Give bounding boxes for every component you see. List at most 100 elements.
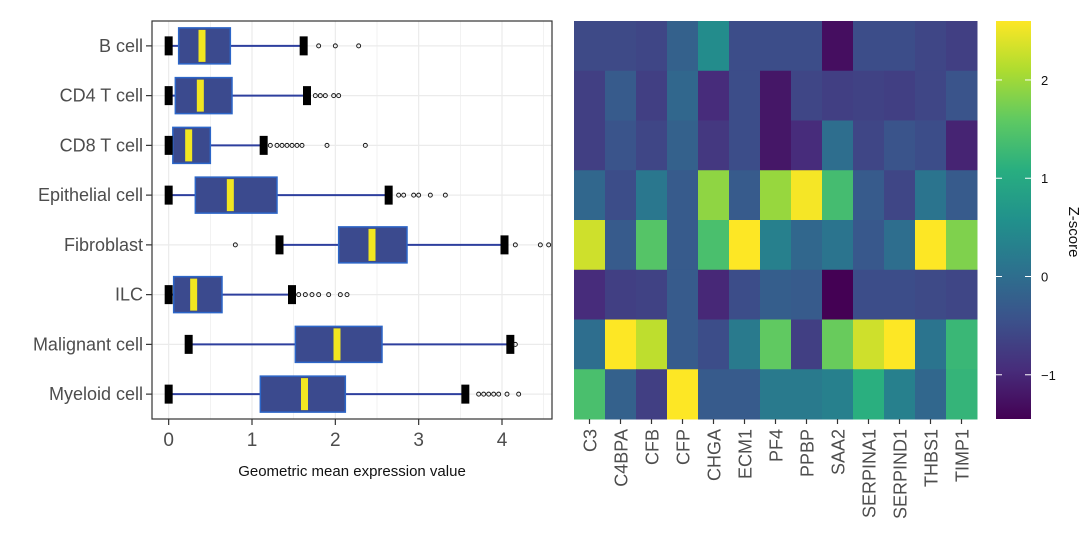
heatmap-cell-ilc-ecm1	[729, 269, 761, 320]
heatmap-cell-b-cell-timp1	[946, 21, 978, 72]
heatmap-cell-fibroblast-c3	[574, 220, 606, 271]
heatmap-cell-malignant-cell-timp1	[946, 319, 978, 370]
outlier-point	[289, 142, 295, 148]
whisker-cap-low	[164, 285, 173, 305]
y-tick-label-cd4-t-cell: CD4 T cell	[60, 86, 143, 106]
outlier-point	[344, 292, 350, 298]
heatmap-cell-ilc-chga	[698, 269, 730, 320]
heatmap-column-label-saa2: SAA2	[829, 429, 849, 475]
boxplot-boxes	[164, 27, 552, 413]
heatmap-cell-cd8-t-cell-thbs1	[915, 120, 947, 171]
median-bar	[198, 29, 206, 62]
heatmap-cell-cd4-t-cell-ppbp	[791, 70, 823, 121]
boxplot-x-axis: 0 1 2 3 4	[163, 419, 508, 451]
heatmap-cell-cd8-t-cell-saa2	[822, 120, 854, 171]
heatmap-cell-b-cell-thbs1	[915, 21, 947, 72]
whisker-cap-low	[164, 86, 173, 106]
iqr-box	[194, 176, 278, 214]
heatmap-cell-epithelial-cell-thbs1	[915, 170, 947, 221]
heatmap-cell-epithelial-cell-serpind1	[884, 170, 916, 221]
box-malignant-cell	[184, 325, 518, 364]
median-bar	[301, 378, 308, 411]
whisker-cap-high	[259, 135, 268, 155]
heatmap-cell-malignant-cell-ppbp	[791, 319, 823, 370]
heatmap-cell-epithelial-cell-chga	[698, 170, 730, 221]
heatmap-cell-fibroblast-timp1	[946, 220, 978, 271]
y-tick-label-myeloid-cell: Myeloid cell	[49, 384, 143, 404]
heatmap-cell-ilc-timp1	[946, 269, 978, 320]
outlier-point	[537, 242, 543, 248]
outlier-point	[302, 292, 308, 298]
heatmap-column-label-serpind1: SERPIND1	[891, 429, 911, 519]
heatmap-column-label-cfp: CFP	[674, 429, 694, 465]
x-tick-label: 0	[163, 430, 174, 451]
heatmap-cell-cd8-t-cell-c4bpa	[605, 120, 637, 171]
outlier-point	[331, 93, 337, 99]
outlier-point	[324, 142, 330, 148]
box-ilc	[164, 275, 350, 314]
heatmap-cell-ilc-cfb	[636, 269, 668, 320]
whisker-cap-high	[506, 334, 515, 354]
whisker-cap-low	[164, 36, 173, 56]
colorbar-gradient	[996, 21, 1031, 419]
heatmap-cell-cd8-t-cell-c3	[574, 120, 606, 171]
heatmap-panel: C3 C4BPA CFB CFP CHGA ECM1 PF4 PPBP SAA2 SERPINA1…	[574, 21, 978, 519]
heatmap-cell-malignant-cell-serpind1	[884, 319, 916, 370]
heatmap-cell-epithelial-cell-ppbp	[791, 170, 823, 221]
heatmap-cell-epithelial-cell-timp1	[946, 170, 978, 221]
heatmap-cell-epithelial-cell-cfp	[667, 170, 699, 221]
outlier-point	[416, 192, 422, 198]
boxplot-x-axis-label: Geometric mean expression value	[238, 463, 466, 480]
heatmap-cell-cd8-t-cell-pf4	[760, 120, 792, 171]
heatmap-cell-cd4-t-cell-c3	[574, 70, 606, 121]
heatmap-cell-epithelial-cell-serpina1	[853, 170, 885, 221]
outlier-point	[326, 292, 332, 298]
heatmap-cell-ilc-serpind1	[884, 269, 916, 320]
outlier-point	[332, 43, 338, 49]
outlier-point	[279, 142, 285, 148]
heatmap-cell-cd8-t-cell-chga	[698, 120, 730, 171]
outlier-point	[396, 192, 402, 198]
heatmap-cell-malignant-cell-chga	[698, 319, 730, 370]
heatmap-column-label-cfb: CFB	[643, 429, 663, 465]
whisker-cap-low	[164, 185, 173, 205]
median-bar	[185, 129, 193, 162]
outlier-point	[442, 192, 448, 198]
whisker-cap-high	[461, 384, 470, 404]
heatmap-cell-malignant-cell-ecm1	[729, 319, 761, 370]
colorbar-tick-label: −1	[1041, 368, 1056, 383]
heatmap-cell-fibroblast-serpind1	[884, 220, 916, 271]
heatmap-cell-epithelial-cell-ecm1	[729, 170, 761, 221]
heatmap-cell-b-cell-c3	[574, 21, 606, 72]
heatmap-x-axis: C3 C4BPA CFB CFP CHGA ECM1 PF4 PPBP SAA2 SERPINA1…	[581, 419, 973, 519]
y-tick-label-malignant-cell: Malignant cell	[33, 334, 143, 354]
outlier-point	[362, 142, 368, 148]
heatmap-cell-myeloid-cell-pf4	[760, 369, 792, 420]
outlier-point	[486, 391, 492, 397]
whisker-cap-high	[299, 36, 308, 56]
median-bar	[190, 278, 198, 311]
heatmap-cell-fibroblast-pf4	[760, 220, 792, 271]
heatmap-cell-cd8-t-cell-serpind1	[884, 120, 916, 171]
heatmap-cell-myeloid-cell-thbs1	[915, 369, 947, 420]
whisker-cap-low	[164, 135, 173, 155]
whisker-cap-high	[384, 185, 393, 205]
whisker-cap-high	[500, 235, 509, 255]
heatmap-cell-myeloid-cell-chga	[698, 369, 730, 420]
colorbar: −1 0 1 2 Z-score	[996, 21, 1082, 419]
outlier-point	[504, 391, 510, 397]
outlier-point	[512, 242, 518, 248]
y-tick-label-fibroblast: Fibroblast	[64, 235, 143, 255]
box-cd8-t-cell	[164, 126, 368, 165]
y-tick-label-cd8-t-cell: CD8 T cell	[60, 135, 143, 155]
heatmap-cell-ilc-c4bpa	[605, 269, 637, 320]
boxplot-panel: B cell CD4 T cell CD8 T cell Epithelial cel…	[33, 20, 553, 480]
heatmap-cells	[574, 21, 978, 420]
heatmap-column-label-ecm1: ECM1	[736, 429, 756, 479]
outlier-point	[232, 242, 238, 248]
whisker-cap-low	[164, 384, 173, 404]
heatmap-cell-myeloid-cell-ppbp	[791, 369, 823, 420]
outlier-point	[427, 192, 433, 198]
heatmap-cell-epithelial-cell-pf4	[760, 170, 792, 221]
heatmap-cell-epithelial-cell-cfb	[636, 170, 668, 221]
